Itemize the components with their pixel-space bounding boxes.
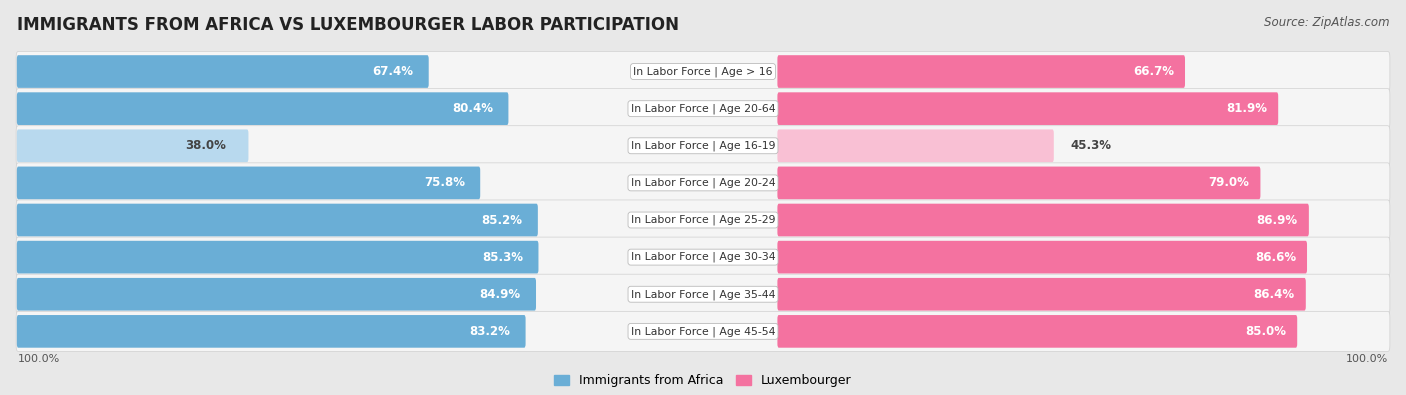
Text: 80.4%: 80.4% — [453, 102, 494, 115]
Text: In Labor Force | Age 16-19: In Labor Force | Age 16-19 — [631, 141, 775, 151]
Legend: Immigrants from Africa, Luxembourger: Immigrants from Africa, Luxembourger — [550, 369, 856, 392]
Text: 45.3%: 45.3% — [1070, 139, 1111, 152]
FancyBboxPatch shape — [17, 278, 536, 310]
FancyBboxPatch shape — [778, 55, 1185, 88]
Text: 79.0%: 79.0% — [1209, 177, 1250, 189]
FancyBboxPatch shape — [15, 163, 1391, 203]
FancyBboxPatch shape — [17, 55, 429, 88]
Text: 100.0%: 100.0% — [18, 354, 60, 364]
FancyBboxPatch shape — [15, 274, 1391, 314]
Text: 85.0%: 85.0% — [1246, 325, 1286, 338]
Text: In Labor Force | Age 20-64: In Labor Force | Age 20-64 — [631, 103, 775, 114]
FancyBboxPatch shape — [15, 311, 1391, 352]
Text: 67.4%: 67.4% — [373, 65, 413, 78]
Text: In Labor Force | Age > 16: In Labor Force | Age > 16 — [633, 66, 773, 77]
Text: 81.9%: 81.9% — [1226, 102, 1267, 115]
FancyBboxPatch shape — [778, 92, 1278, 125]
FancyBboxPatch shape — [17, 92, 509, 125]
FancyBboxPatch shape — [17, 204, 538, 236]
FancyBboxPatch shape — [17, 241, 538, 273]
FancyBboxPatch shape — [778, 167, 1260, 199]
FancyBboxPatch shape — [778, 204, 1309, 236]
FancyBboxPatch shape — [15, 237, 1391, 277]
Text: 86.4%: 86.4% — [1254, 288, 1295, 301]
Text: In Labor Force | Age 20-24: In Labor Force | Age 20-24 — [631, 178, 775, 188]
Text: 86.6%: 86.6% — [1256, 251, 1296, 263]
Text: In Labor Force | Age 35-44: In Labor Force | Age 35-44 — [631, 289, 775, 299]
Text: IMMIGRANTS FROM AFRICA VS LUXEMBOURGER LABOR PARTICIPATION: IMMIGRANTS FROM AFRICA VS LUXEMBOURGER L… — [17, 16, 679, 34]
Text: 86.9%: 86.9% — [1257, 214, 1298, 226]
FancyBboxPatch shape — [778, 241, 1308, 273]
Text: In Labor Force | Age 25-29: In Labor Force | Age 25-29 — [631, 215, 775, 225]
FancyBboxPatch shape — [778, 315, 1298, 348]
FancyBboxPatch shape — [17, 167, 481, 199]
FancyBboxPatch shape — [778, 130, 1053, 162]
FancyBboxPatch shape — [15, 200, 1391, 240]
Text: 84.9%: 84.9% — [479, 288, 520, 301]
Text: 100.0%: 100.0% — [1346, 354, 1388, 364]
Text: In Labor Force | Age 30-34: In Labor Force | Age 30-34 — [631, 252, 775, 262]
Text: 66.7%: 66.7% — [1133, 65, 1174, 78]
FancyBboxPatch shape — [15, 51, 1391, 92]
Text: 38.0%: 38.0% — [186, 139, 226, 152]
FancyBboxPatch shape — [17, 130, 249, 162]
Text: 85.3%: 85.3% — [482, 251, 523, 263]
Text: 85.2%: 85.2% — [482, 214, 523, 226]
FancyBboxPatch shape — [15, 88, 1391, 129]
Text: 75.8%: 75.8% — [425, 177, 465, 189]
FancyBboxPatch shape — [17, 315, 526, 348]
Text: 83.2%: 83.2% — [470, 325, 510, 338]
Text: In Labor Force | Age 45-54: In Labor Force | Age 45-54 — [631, 326, 775, 337]
FancyBboxPatch shape — [15, 126, 1391, 166]
FancyBboxPatch shape — [778, 278, 1306, 310]
Text: Source: ZipAtlas.com: Source: ZipAtlas.com — [1264, 16, 1389, 29]
